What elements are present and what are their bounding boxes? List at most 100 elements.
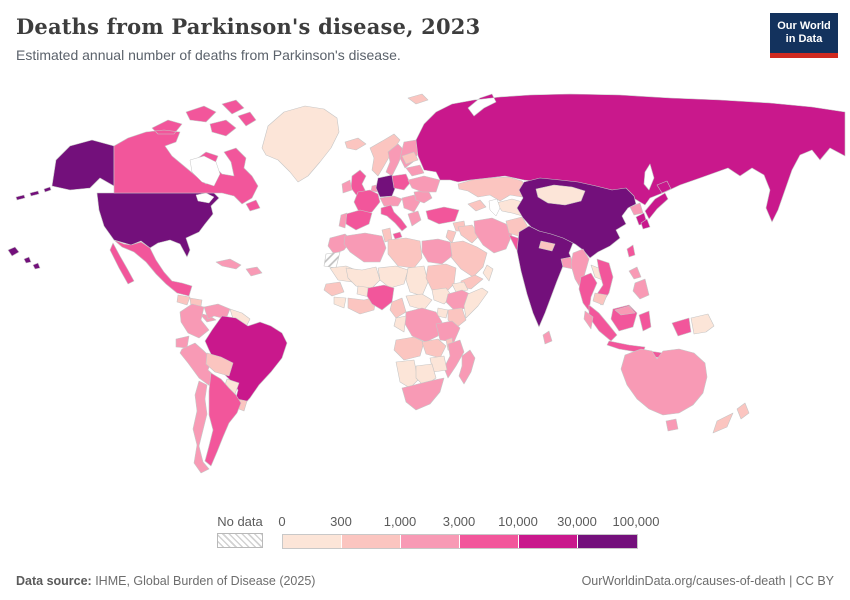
- country-mali[interactable]: [345, 266, 381, 291]
- country-australia[interactable]: [620, 348, 708, 432]
- country-cameroon[interactable]: [389, 297, 407, 319]
- country-ecuador[interactable]: [175, 335, 190, 349]
- country-cuba[interactable]: [215, 258, 242, 270]
- country-greece[interactable]: [407, 210, 422, 227]
- country-mexico[interactable]: [109, 239, 193, 297]
- legend-swatch[interactable]: [283, 535, 342, 548]
- legend-tick-label: 10,000: [498, 514, 538, 529]
- page-subtitle: Estimated annual number of deaths from P…: [16, 47, 401, 63]
- country-thailand[interactable]: [578, 272, 598, 312]
- country-north-korea[interactable]: [629, 202, 644, 216]
- country-iran[interactable]: [473, 217, 513, 254]
- country-cambodia[interactable]: [592, 292, 608, 306]
- country-chad[interactable]: [405, 265, 429, 297]
- footer-link[interactable]: OurWorldinData.org/causes-of-death | CC …: [581, 574, 834, 588]
- country-bolivia[interactable]: [205, 352, 234, 377]
- owid-logo[interactable]: Our World in Data: [770, 13, 838, 59]
- country-libya[interactable]: [387, 237, 423, 269]
- country-japan[interactable]: [640, 180, 672, 230]
- country-central-african-republic[interactable]: [405, 293, 433, 311]
- country-senegal-guinea[interactable]: [323, 281, 345, 297]
- owid-logo-line2: in Data: [785, 33, 823, 45]
- legend-swatch[interactable]: [401, 535, 460, 548]
- legend-color-scale: [282, 534, 638, 549]
- country-sierra-leone-liberia[interactable]: [333, 296, 347, 309]
- country-balkans[interactable]: [401, 194, 421, 213]
- legend-swatch[interactable]: [342, 535, 401, 548]
- country-norway[interactable]: [369, 133, 401, 177]
- owid-logo-box: Our World in Data: [770, 13, 838, 53]
- country-oman[interactable]: [482, 264, 494, 282]
- country-saudi-arabia[interactable]: [448, 240, 488, 278]
- country-india[interactable]: [516, 225, 574, 328]
- legend-swatch[interactable]: [519, 535, 578, 548]
- country-philippines[interactable]: [628, 266, 650, 300]
- country-tanzania[interactable]: [435, 320, 461, 343]
- country-sri-lanka[interactable]: [542, 330, 553, 345]
- country-portugal[interactable]: [338, 212, 348, 229]
- country-france[interactable]: [353, 189, 381, 215]
- country-eritrea[interactable]: [451, 281, 469, 293]
- country-angola[interactable]: [393, 336, 425, 361]
- legend-scale: 0 300 1,000 3,000 10,000 30,000 100,000: [278, 514, 660, 549]
- country-new-zealand[interactable]: [712, 402, 750, 434]
- country-colombia[interactable]: [179, 303, 210, 339]
- legend-no-data-label: No data: [217, 514, 263, 529]
- country-hispaniola[interactable]: [245, 266, 263, 277]
- caspian-sea: [488, 198, 501, 217]
- country-south-africa[interactable]: [401, 377, 445, 411]
- chart-header: Deaths from Parkinson's disease, 2023 Es…: [16, 14, 750, 63]
- country-russia[interactable]: [415, 93, 846, 223]
- country-ukraine[interactable]: [407, 175, 441, 193]
- country-papua-new-guinea[interactable]: [690, 313, 715, 335]
- country-madagascar[interactable]: [458, 349, 476, 385]
- country-niger[interactable]: [377, 265, 409, 289]
- country-baltics[interactable]: [401, 151, 419, 165]
- country-western-sahara[interactable]: [323, 251, 341, 269]
- country-greenland[interactable]: [261, 105, 340, 183]
- legend-no-data-swatch[interactable]: [217, 533, 263, 548]
- legend-no-data[interactable]: No data: [217, 514, 263, 548]
- country-guatemala[interactable]: [176, 294, 191, 306]
- country-italy[interactable]: [380, 204, 408, 240]
- country-nigeria[interactable]: [366, 284, 395, 311]
- country-taiwan[interactable]: [626, 244, 636, 258]
- country-sweden[interactable]: [385, 143, 405, 177]
- legend-swatch[interactable]: [578, 535, 637, 548]
- country-sudan[interactable]: [425, 263, 457, 295]
- country-mongolia[interactable]: [535, 184, 586, 206]
- country-caucasus[interactable]: [467, 199, 487, 212]
- country-iceland[interactable]: [344, 137, 367, 151]
- country-malaysia[interactable]: [583, 305, 636, 330]
- country-egypt[interactable]: [421, 238, 453, 265]
- legend-swatch[interactable]: [460, 535, 519, 548]
- country-kazakhstan[interactable]: [457, 176, 529, 202]
- country-czechia-austria[interactable]: [379, 195, 403, 207]
- country-ireland[interactable]: [341, 179, 353, 194]
- country-canada[interactable]: [113, 99, 261, 212]
- country-nepal[interactable]: [538, 240, 556, 252]
- country-ghana-cote-divoire[interactable]: [347, 296, 377, 315]
- country-turkey[interactable]: [425, 206, 460, 225]
- country-spain[interactable]: [345, 209, 373, 231]
- great-lakes: [195, 192, 215, 204]
- country-congo-gabon[interactable]: [393, 315, 407, 333]
- chart-footer: Data source: IHME, Global Burden of Dise…: [16, 574, 834, 588]
- page-title: Deaths from Parkinson's disease, 2023: [16, 14, 481, 39]
- data-source-text: IHME, Global Burden of Disease (2025): [91, 574, 316, 588]
- country-argentina[interactable]: [204, 372, 242, 467]
- country-belarus[interactable]: [405, 164, 425, 177]
- country-chile[interactable]: [192, 380, 210, 474]
- country-mozambique[interactable]: [443, 339, 465, 379]
- country-zambia[interactable]: [421, 338, 447, 359]
- country-israel-jordan[interactable]: [445, 229, 457, 244]
- country-poland[interactable]: [391, 173, 411, 191]
- legend-tick-label: 3,000: [442, 514, 476, 529]
- country-dr-congo[interactable]: [404, 307, 443, 343]
- legend-tick-label: 300: [330, 514, 352, 529]
- country-namibia[interactable]: [395, 359, 419, 389]
- country-algeria[interactable]: [343, 232, 387, 263]
- country-somalia[interactable]: [463, 287, 489, 319]
- country-svalbard[interactable]: [407, 93, 429, 105]
- country-uganda[interactable]: [436, 307, 449, 319]
